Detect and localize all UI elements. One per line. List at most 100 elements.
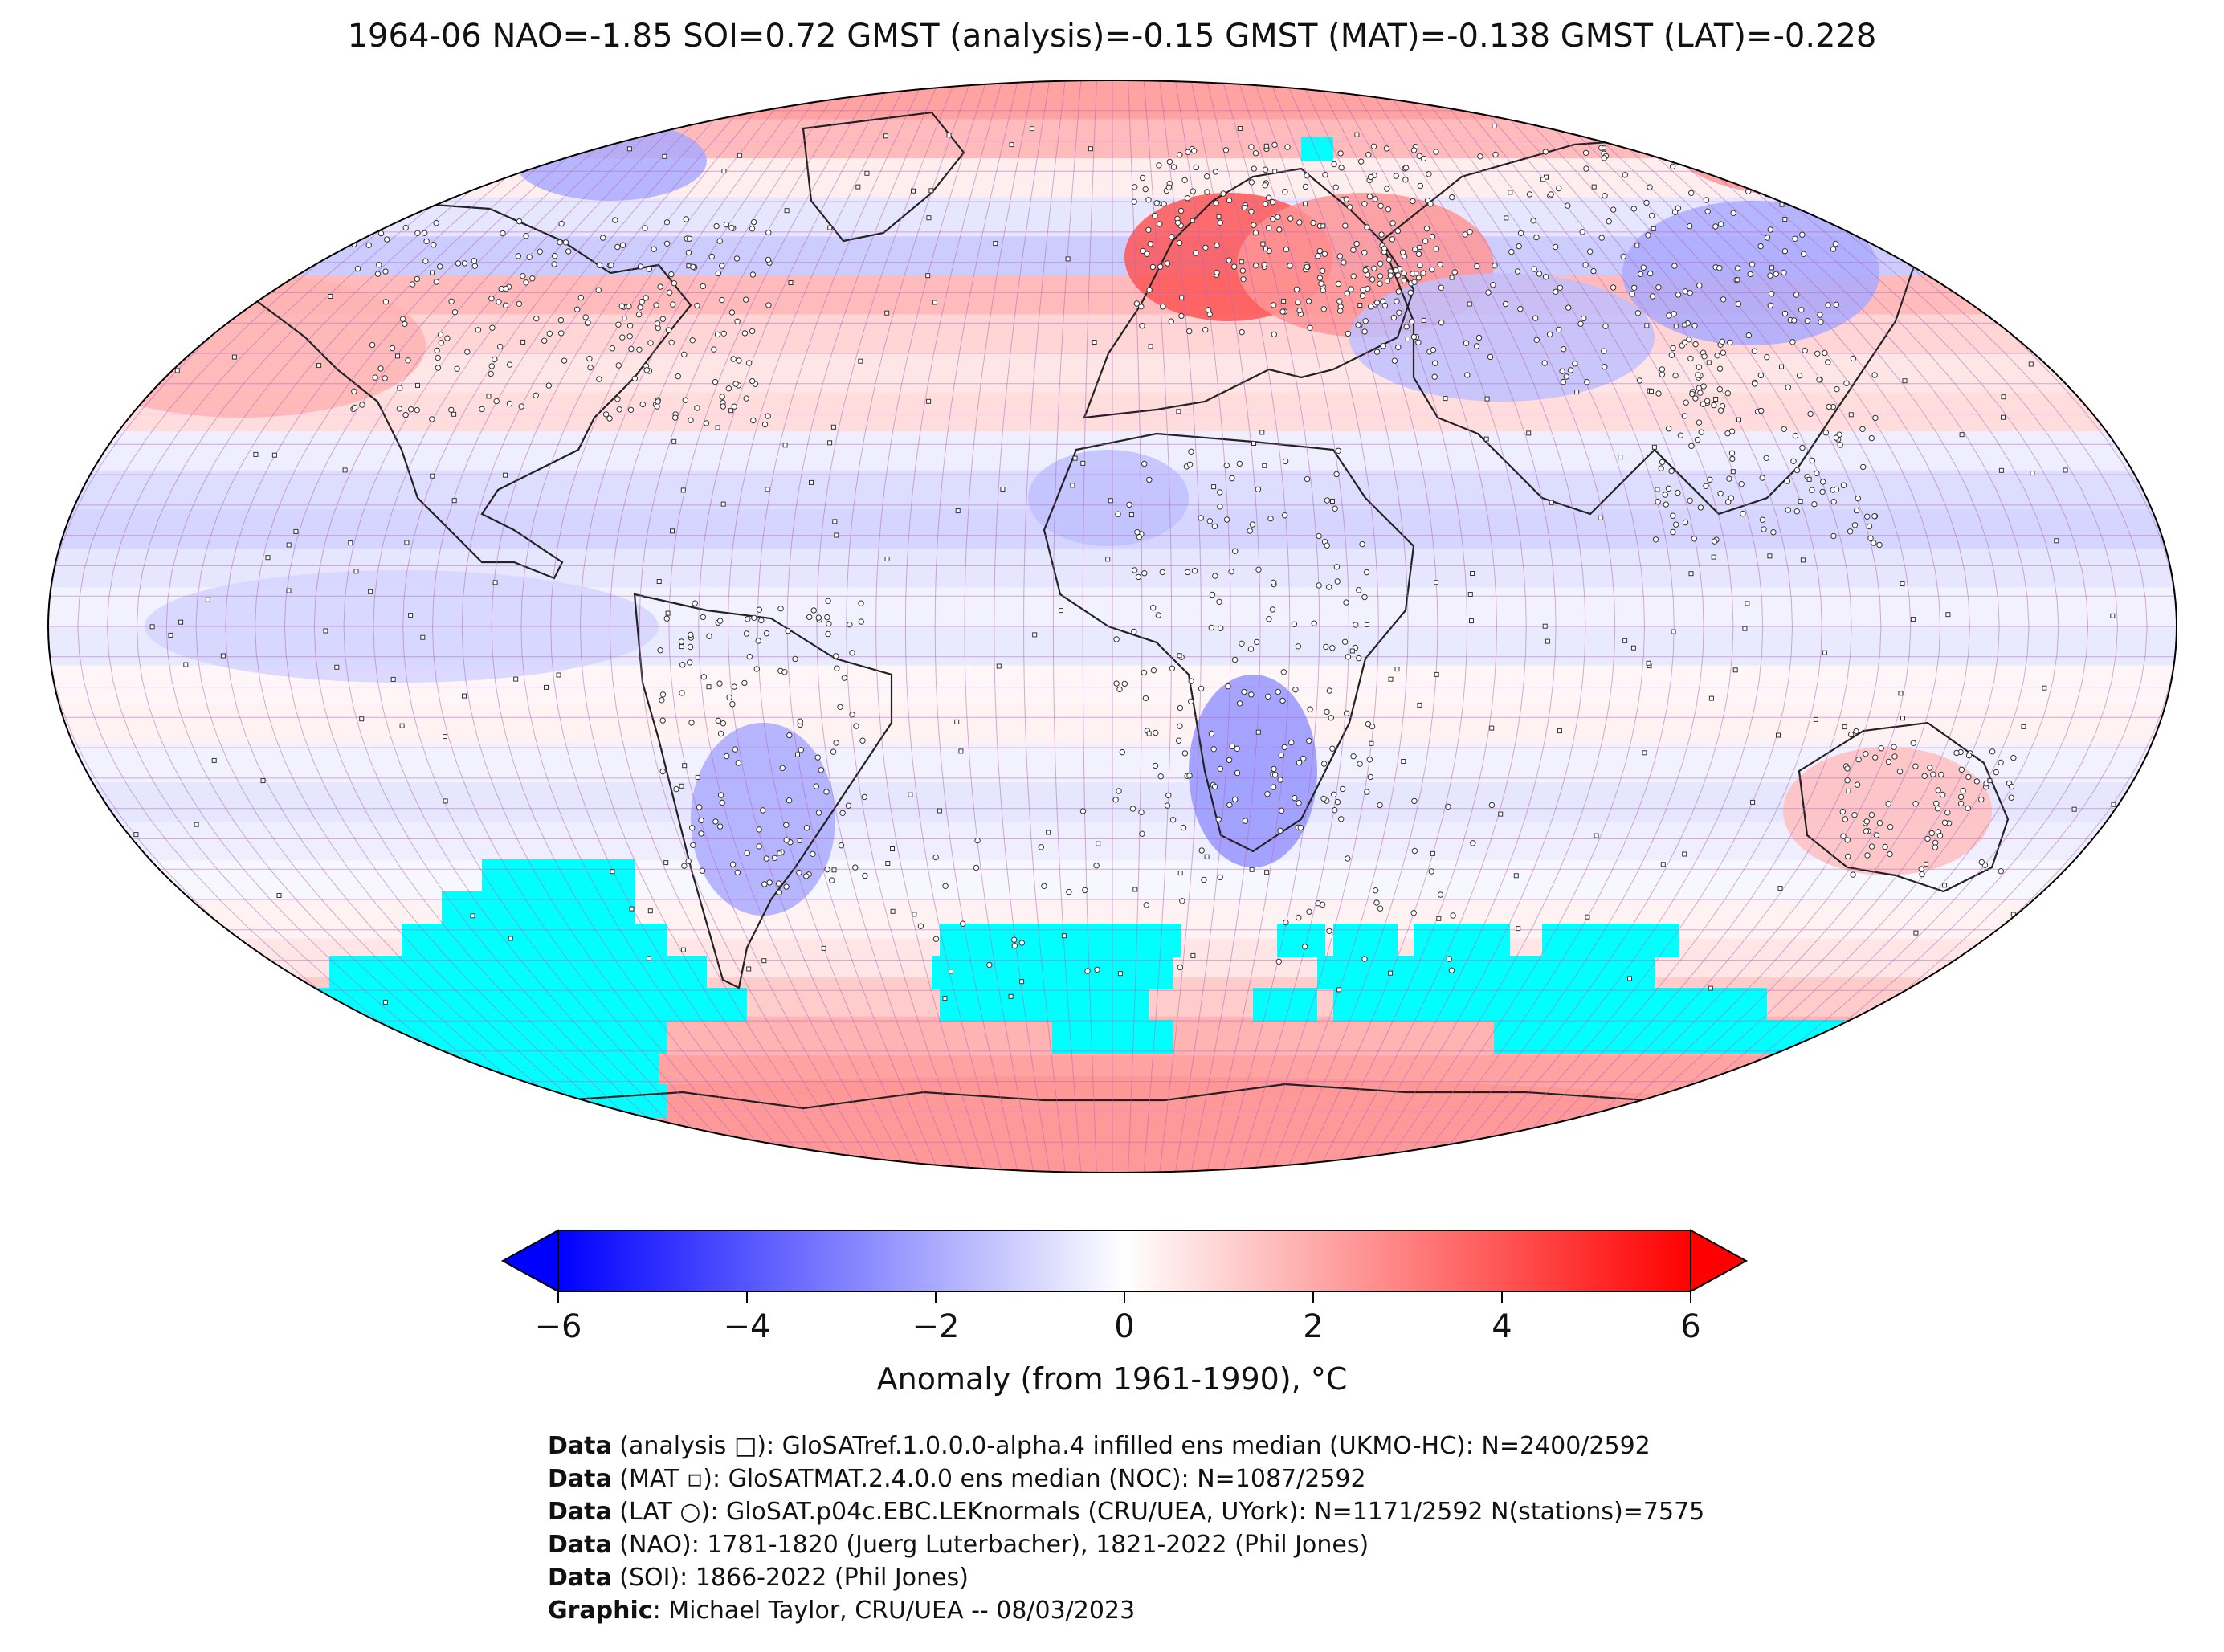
station-marker bbox=[1170, 164, 1177, 170]
station-marker bbox=[1462, 231, 1468, 238]
grid-cell-marker bbox=[1369, 740, 1374, 746]
station-marker bbox=[2008, 794, 2014, 801]
station-marker bbox=[1174, 219, 1181, 226]
station-marker bbox=[1113, 680, 1120, 687]
meridian-line bbox=[1553, 80, 1941, 1173]
grid-cell-marker bbox=[1745, 601, 1750, 606]
station-marker bbox=[1236, 700, 1243, 707]
station-marker bbox=[682, 397, 688, 403]
station-marker bbox=[1384, 278, 1391, 284]
station-marker bbox=[1134, 529, 1141, 536]
station-marker bbox=[1821, 150, 1827, 157]
station-marker bbox=[1338, 816, 1345, 822]
station-marker bbox=[1220, 190, 1226, 197]
station-marker bbox=[1774, 178, 1781, 185]
station-marker bbox=[1345, 654, 1352, 660]
station-marker bbox=[612, 217, 618, 223]
station-marker bbox=[792, 655, 798, 663]
no-data-cell bbox=[940, 988, 1149, 1022]
station-marker bbox=[1781, 248, 1789, 255]
station-marker bbox=[1872, 754, 1879, 761]
station-marker bbox=[1283, 246, 1290, 253]
station-marker bbox=[585, 320, 591, 326]
station-marker bbox=[500, 230, 506, 237]
station-marker bbox=[1302, 183, 1309, 190]
grid-cell-marker bbox=[1264, 870, 1270, 875]
grid-cell-marker bbox=[1713, 397, 1719, 402]
grid-cell-marker bbox=[1176, 409, 1181, 414]
station-marker bbox=[1583, 165, 1589, 172]
station-marker bbox=[1318, 280, 1324, 287]
station-marker bbox=[853, 723, 859, 729]
grid-cell-marker bbox=[1708, 695, 1714, 701]
station-marker bbox=[1329, 745, 1336, 752]
grid-cell-marker bbox=[1730, 469, 1736, 475]
australia-coast bbox=[1798, 721, 2010, 893]
grid-cell-marker bbox=[1388, 676, 1394, 682]
station-marker bbox=[1938, 771, 1944, 778]
grid-cell-marker bbox=[508, 936, 513, 941]
station-marker bbox=[1845, 853, 1851, 860]
grid-cell-marker bbox=[253, 451, 259, 457]
station-marker bbox=[1411, 279, 1418, 285]
station-marker bbox=[1428, 868, 1435, 875]
station-marker bbox=[1799, 444, 1806, 451]
station-marker bbox=[688, 631, 694, 638]
station-marker bbox=[741, 330, 749, 337]
station-marker bbox=[1757, 372, 1765, 379]
station-marker bbox=[1430, 346, 1437, 353]
grid-cell-marker bbox=[1259, 430, 1265, 435]
station-marker bbox=[750, 417, 757, 424]
station-marker bbox=[488, 363, 495, 369]
grid-cell-marker bbox=[1504, 215, 1509, 221]
station-marker bbox=[651, 246, 657, 252]
grid-cell-marker bbox=[1513, 873, 1519, 879]
station-marker bbox=[520, 273, 526, 279]
grid-cell-marker bbox=[1421, 317, 1426, 323]
station-marker bbox=[1157, 263, 1164, 270]
grid-cell-marker bbox=[1945, 996, 1951, 1001]
meridian-line bbox=[1159, 80, 1202, 1173]
grid-cell-marker bbox=[890, 908, 896, 914]
station-marker bbox=[643, 367, 650, 373]
station-marker bbox=[1365, 285, 1371, 292]
station-marker bbox=[1115, 511, 1121, 517]
grid-cell-marker bbox=[942, 996, 948, 1001]
station-marker bbox=[1247, 646, 1255, 652]
station-marker bbox=[1832, 241, 1839, 247]
station-marker bbox=[729, 861, 737, 867]
station-marker bbox=[1381, 302, 1389, 309]
station-marker bbox=[694, 302, 700, 309]
station-marker bbox=[1399, 249, 1406, 255]
station-marker bbox=[1411, 847, 1418, 855]
station-marker bbox=[681, 351, 688, 358]
station-marker bbox=[639, 299, 645, 305]
grid-cell-marker bbox=[1262, 463, 1267, 468]
station-marker bbox=[1532, 315, 1539, 321]
station-marker bbox=[1420, 270, 1426, 276]
station-marker bbox=[1190, 188, 1197, 194]
station-marker bbox=[506, 361, 513, 368]
station-marker bbox=[703, 420, 710, 426]
station-marker bbox=[1822, 430, 1830, 436]
grid-cell-marker bbox=[646, 956, 651, 961]
station-marker bbox=[423, 238, 430, 245]
station-marker bbox=[551, 261, 557, 267]
station-marker bbox=[1556, 326, 1562, 333]
grid-cell-marker bbox=[1900, 581, 1905, 586]
grid-cell-marker bbox=[1128, 512, 1134, 517]
station-marker bbox=[1488, 802, 1496, 809]
grid-cell-marker bbox=[777, 850, 782, 856]
station-marker bbox=[1367, 173, 1374, 181]
station-marker bbox=[636, 346, 643, 353]
station-marker bbox=[1854, 781, 1861, 788]
station-marker bbox=[1809, 487, 1815, 493]
station-marker bbox=[1232, 796, 1239, 803]
station-marker bbox=[1871, 513, 1878, 520]
station-marker bbox=[1267, 516, 1274, 522]
grid-cell-marker bbox=[884, 557, 890, 561]
grid-cell-marker bbox=[1585, 914, 1590, 920]
grid-cell-marker bbox=[1542, 623, 1548, 629]
station-marker bbox=[683, 216, 689, 222]
station-marker bbox=[1217, 219, 1224, 226]
